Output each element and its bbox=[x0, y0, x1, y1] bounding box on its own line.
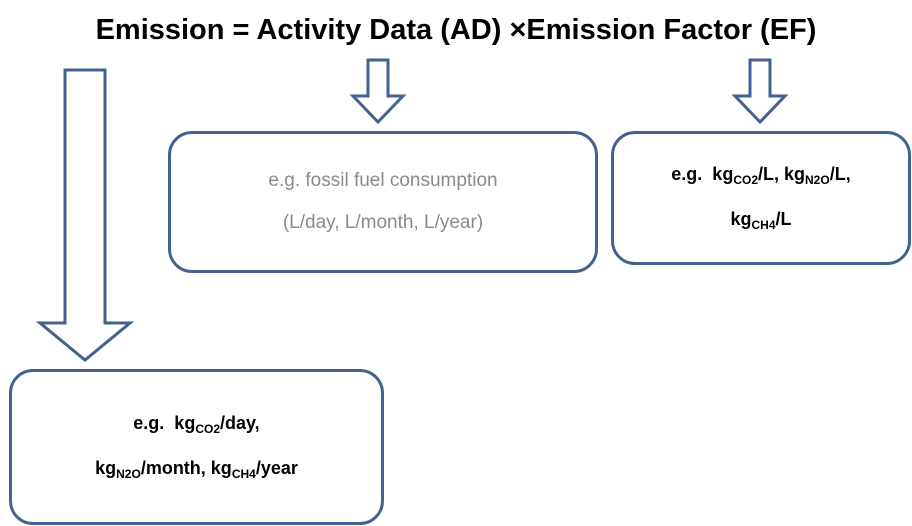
text-line: kgCH4/L bbox=[730, 209, 791, 232]
equation-title: Emission = Activity Data (AD) ×Emission … bbox=[95, 14, 817, 46]
subscript: N2O bbox=[805, 173, 830, 187]
text-line: e.g. kgCO2/L, kgN2O/L, bbox=[671, 164, 850, 187]
text-segment: kg bbox=[95, 458, 117, 478]
arrow-emission bbox=[35, 68, 135, 362]
factor-box: e.g. kgCO2/L, kgN2O/L, kgCH4/L bbox=[611, 131, 911, 265]
activity-box: e.g. fossil fuel consumption (L/day, L/mo… bbox=[168, 131, 598, 273]
subscript: N2O bbox=[116, 467, 141, 481]
subscript: CH4 bbox=[751, 218, 776, 232]
text-segment: kg bbox=[730, 209, 752, 229]
text-segment: (L/day, L/month, L/year) bbox=[282, 212, 484, 233]
text-segment: /L, kg bbox=[758, 164, 806, 184]
text-line: e.g. fossil fuel consumption bbox=[268, 170, 497, 192]
arrow-activity bbox=[349, 58, 407, 125]
text-segment: /L bbox=[775, 209, 792, 229]
text-segment: e.g. fossil fuel consumption bbox=[268, 170, 498, 191]
text-segment: e.g. kg bbox=[671, 164, 734, 184]
text-segment: /L, bbox=[829, 164, 851, 184]
subscript: CH4 bbox=[231, 467, 256, 481]
subscript: CO2 bbox=[195, 422, 220, 436]
text-line: (L/day, L/month, L/year) bbox=[283, 212, 483, 234]
subscript: CO2 bbox=[733, 173, 758, 187]
text-line: e.g. kgCO2/day, bbox=[133, 413, 259, 436]
text-segment: /year bbox=[255, 458, 298, 478]
text-segment: e.g. kg bbox=[133, 413, 196, 433]
text-line: kgN2O/month, kgCH4/year bbox=[95, 458, 298, 481]
text-segment: /day, bbox=[220, 413, 260, 433]
emission-box: e.g. kgCO2/day, kgN2O/month, kgCH4/year bbox=[9, 369, 384, 525]
text-segment: /month, kg bbox=[140, 458, 232, 478]
arrow-factor bbox=[731, 58, 789, 125]
